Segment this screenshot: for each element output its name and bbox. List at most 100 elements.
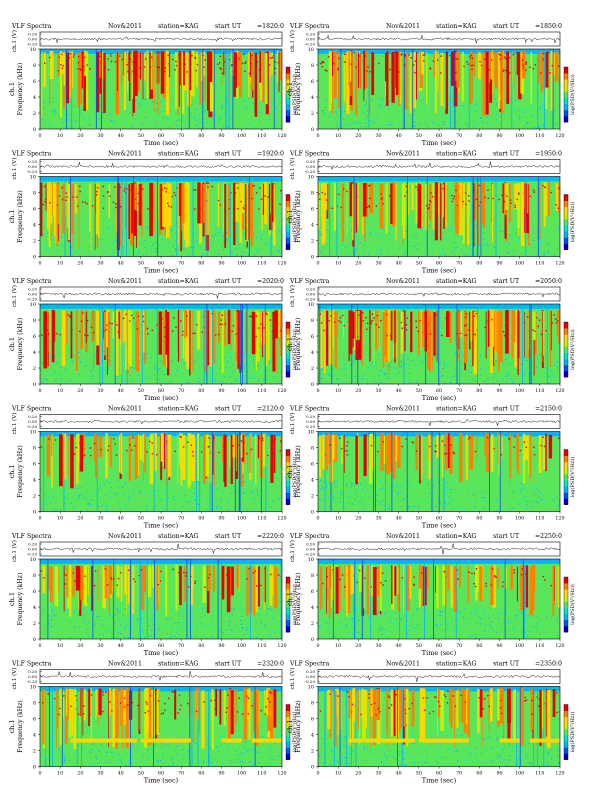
chorus-column: [494, 52, 498, 83]
speckle: [181, 628, 183, 630]
speckle: [408, 629, 410, 631]
speckle: [146, 353, 148, 355]
speckle: [408, 373, 410, 375]
speckle: [454, 489, 456, 491]
chorus-speckle: [328, 320, 331, 322]
chorus-speckle: [415, 450, 418, 452]
speckle: [252, 501, 254, 503]
chorus-speckle: [452, 451, 455, 454]
chorus-column: [140, 52, 141, 80]
speckle: [216, 506, 218, 508]
chorus-speckle: [326, 70, 328, 72]
speckle: [234, 626, 236, 628]
speckle: [375, 382, 377, 384]
speckle: [438, 615, 440, 617]
speckle: [446, 366, 448, 368]
chorus-speckle: [135, 198, 137, 200]
speckle: [185, 369, 187, 371]
dropout-line: [530, 304, 532, 384]
chorus-speckle: [103, 330, 105, 332]
chorus-column: [498, 435, 501, 476]
chorus-column: [548, 434, 553, 459]
speckle: [410, 625, 412, 626]
chorus-speckle: [79, 442, 81, 444]
speckle: [370, 368, 372, 370]
spectrogram-ytick: 10: [308, 175, 314, 181]
speckle: [115, 637, 117, 639]
speckle: [370, 485, 372, 487]
chorus-speckle: [501, 194, 503, 196]
speckle: [78, 254, 80, 256]
speckle: [252, 106, 254, 108]
speckle: [204, 109, 206, 111]
speckle: [174, 373, 176, 375]
speckle: [80, 510, 82, 512]
speckle: [467, 352, 469, 354]
speckle: [125, 623, 127, 625]
speckle: [492, 491, 494, 493]
speckle: [400, 105, 402, 107]
speckle: [277, 497, 279, 499]
chorus-speckle: [118, 55, 121, 57]
waveform-ylabel: ch.1 (V): [11, 413, 18, 435]
chorus-column: [116, 182, 118, 234]
chorus-speckle: [441, 334, 443, 337]
chorus-speckle: [368, 185, 370, 187]
chorus-speckle: [245, 198, 247, 201]
speckle: [493, 630, 495, 632]
chorus-speckle: [129, 58, 131, 60]
speckle: [220, 507, 222, 509]
speckle: [332, 498, 334, 500]
speckle: [328, 116, 330, 117]
speckle: [238, 237, 240, 238]
speckle: [280, 382, 282, 384]
speckle: [150, 356, 152, 358]
chorus-speckle: [137, 202, 139, 205]
speckle: [442, 239, 444, 240]
chorus-column: [48, 312, 50, 353]
chorus-speckle: [533, 446, 535, 448]
speckle: [519, 114, 521, 116]
speckle: [399, 120, 401, 122]
speckle: [475, 224, 477, 226]
speckle: [364, 104, 366, 106]
speckle: [346, 484, 348, 485]
chorus-speckle: [342, 314, 344, 317]
speckle: [159, 630, 162, 632]
chorus-speckle: [523, 441, 525, 443]
spectrogram-xtick: 20: [355, 133, 361, 139]
speckle: [375, 494, 377, 496]
dropout-line: [113, 559, 115, 639]
colorbar-segment: [564, 492, 568, 499]
speckle: [231, 382, 233, 384]
chorus-speckle: [404, 63, 406, 66]
chorus-speckle: [346, 190, 348, 193]
speckle: [227, 620, 229, 621]
speckle: [401, 362, 403, 364]
speckle: [183, 128, 185, 129]
speckle: [243, 364, 245, 366]
speckle: [158, 103, 160, 105]
chorus-column: [458, 182, 463, 235]
speckle: [204, 249, 206, 251]
speckle: [241, 251, 243, 253]
speckle: [348, 502, 350, 504]
speckle: [218, 123, 220, 125]
speckle: [329, 632, 331, 634]
speckle: [136, 486, 139, 487]
speckle: [155, 369, 157, 371]
speckle: [400, 609, 403, 611]
dropout-line: [126, 176, 127, 257]
speckle: [539, 619, 542, 621]
speckle: [522, 254, 524, 256]
chorus-column: [45, 183, 47, 211]
speckle: [70, 637, 72, 639]
speckle: [269, 248, 271, 250]
waveform-frame: [39, 286, 283, 302]
speckle: [86, 632, 89, 633]
speckle: [508, 363, 510, 365]
chorus-column: [129, 50, 131, 101]
chorus-speckle: [469, 56, 471, 58]
speckle: [118, 619, 120, 621]
speckle: [146, 377, 148, 379]
